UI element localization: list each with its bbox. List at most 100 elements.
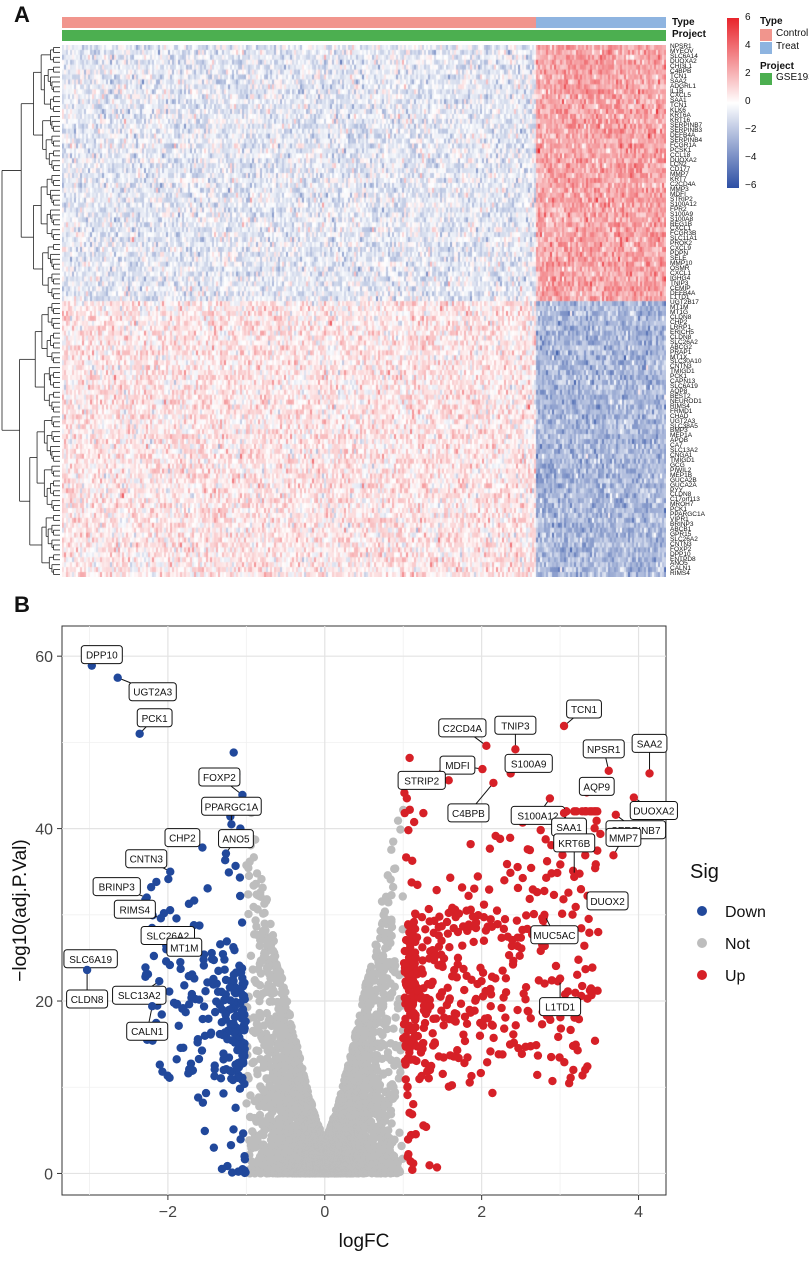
point-up: [571, 902, 580, 912]
x-tick-label: −2: [159, 1204, 177, 1221]
point-down: [217, 1018, 226, 1027]
type-legend-title: Type: [760, 16, 783, 27]
point-up: [470, 884, 479, 893]
point-down: [187, 993, 196, 1002]
point-not: [390, 1087, 400, 1097]
point-not: [252, 1019, 262, 1029]
point-not: [387, 845, 396, 854]
gene-label: RIMS4: [670, 570, 690, 578]
point-up: [486, 990, 496, 999]
point-not: [256, 1082, 265, 1091]
point-up: [501, 988, 511, 997]
point-up: [439, 1053, 448, 1062]
point-not: [262, 1009, 272, 1018]
point-down: [216, 1074, 226, 1083]
point-down: [235, 1084, 245, 1093]
point-up: [409, 1159, 418, 1168]
gene-label: CNTN3: [670, 363, 692, 371]
point-not: [386, 875, 395, 884]
point-not: [252, 869, 262, 878]
point-up: [453, 927, 463, 937]
point-up: [594, 927, 603, 937]
point-up: [424, 904, 434, 914]
point-up: [401, 1075, 410, 1084]
point-up: [478, 968, 488, 977]
colorbar-tick: −2: [745, 124, 757, 135]
gene-label: MDFI: [670, 190, 686, 198]
gene-label: VIPR1: [670, 516, 689, 524]
colorbar-tick: 2: [745, 68, 751, 79]
point-not: [247, 1157, 256, 1166]
gene-label: LRRP1: [670, 323, 691, 331]
legend-project-label: GSE193677: [776, 72, 809, 83]
gene-label: BMP3: [670, 427, 688, 435]
point-down: [218, 949, 228, 959]
point-down: [229, 748, 238, 757]
gene-label: MEP1B: [670, 471, 693, 479]
point-up: [411, 953, 421, 963]
point-up: [509, 1030, 518, 1039]
point-up: [486, 1047, 495, 1056]
colorbar-tick: −4: [745, 152, 757, 163]
point-up: [452, 973, 462, 982]
point-up: [563, 987, 573, 996]
point-up: [439, 1021, 448, 1030]
gene-label: PCK1: [670, 373, 687, 381]
type-treat-segment: [536, 17, 666, 28]
point-not: [246, 951, 256, 961]
gene-label: MMP3: [670, 186, 689, 194]
gene-label: SLC6A14: [670, 53, 698, 61]
point-up: [581, 964, 590, 974]
point-up: [431, 1014, 441, 1023]
point-up: [577, 924, 586, 933]
point-up: [466, 839, 475, 849]
point-up: [505, 833, 515, 843]
point-up: [457, 883, 467, 892]
point-down: [197, 1046, 207, 1055]
point-down: [236, 1135, 245, 1144]
gene-label: TCN1: [670, 102, 687, 110]
point-not: [266, 1135, 276, 1145]
point-up: [500, 876, 509, 885]
point-up: [428, 1029, 437, 1038]
point-up: [590, 1036, 600, 1046]
point-up: [573, 1046, 582, 1055]
point-up: [513, 1005, 522, 1015]
point-down: [210, 1007, 220, 1017]
point-up: [439, 954, 449, 963]
point-up: [404, 825, 413, 835]
point-not: [242, 1099, 251, 1108]
point-down: [176, 957, 185, 967]
point-up: [423, 936, 432, 945]
project-legend-title: Project: [760, 61, 794, 72]
legend-control-label: Control: [776, 28, 809, 39]
gene-label: CALN1: [670, 565, 691, 573]
point-up: [553, 1032, 563, 1042]
point-down: [209, 1143, 219, 1152]
gene-label: UGT2B17: [670, 299, 699, 307]
point-up: [548, 1076, 557, 1086]
point-not: [273, 1039, 283, 1048]
gene-label: SAA1: [670, 97, 687, 105]
point-down: [141, 963, 150, 972]
gene-label: DUOXA2: [670, 57, 697, 65]
gene-label: TMIGD1: [670, 368, 695, 376]
gene-label: S100A9: [670, 210, 694, 218]
point-not: [387, 922, 397, 932]
point-not: [260, 899, 269, 908]
gene-label: CD177: [670, 166, 691, 174]
point-not: [256, 1054, 265, 1064]
point-up: [533, 1070, 542, 1080]
point-up: [488, 1088, 497, 1098]
point-up: [463, 1053, 472, 1062]
gene-label: PIWIL2: [670, 466, 692, 474]
x-tick-label: 2: [477, 1204, 486, 1221]
point-up: [421, 1122, 431, 1132]
gene-label: DEFB4A: [670, 131, 696, 139]
gene-label: CNGA1: [670, 452, 693, 460]
gene-label: SAA2: [670, 77, 687, 85]
point-up: [522, 911, 531, 920]
point-down: [231, 1060, 240, 1069]
point-up: [588, 963, 597, 972]
project-gse-segment: [62, 30, 666, 41]
